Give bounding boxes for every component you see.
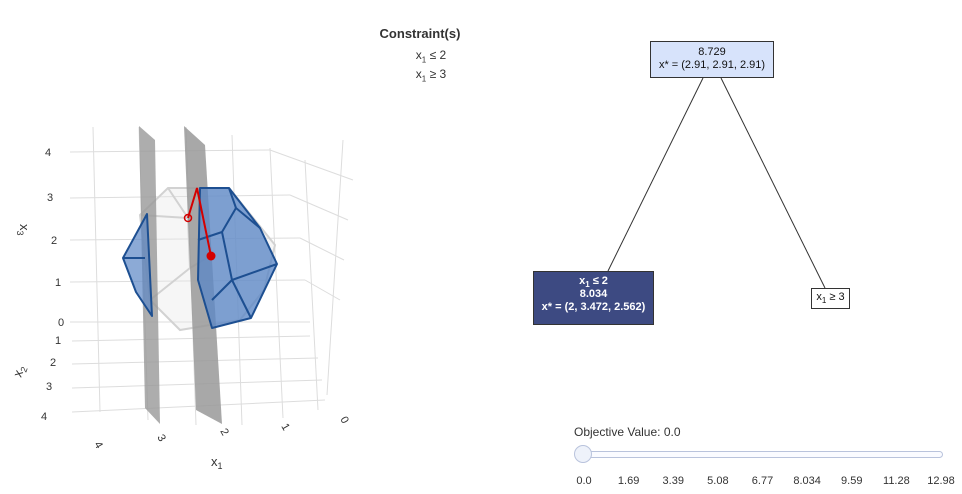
x1-tick-1: 1	[278, 422, 291, 433]
x3-tick-3: 3	[47, 192, 53, 204]
x2-axis-label: x2	[10, 363, 30, 380]
slider-tick-label: 5.08	[707, 475, 729, 487]
x2-tick-2: 2	[50, 357, 56, 369]
solution-path	[183, 187, 216, 261]
node-value: 8.034	[579, 288, 608, 300]
tree-node-root[interactable]: 8.729 x* = (2.91, 2.91, 2.91)	[650, 41, 774, 78]
tree-node-right[interactable]: x1 ≥ 3	[811, 288, 850, 309]
objective-slider-track[interactable]	[583, 451, 943, 458]
slider-tick-label: 9.59	[841, 475, 863, 487]
slider-ticks: 0.0 1.69 3.39 5.08 6.77 8.034 9.59 11.28 12.98	[0, 475, 962, 489]
slider-tick-label: 11.28	[883, 475, 910, 487]
node-solution: x* = (2, 3.472, 2.562)	[541, 301, 646, 313]
tree-edge-left	[607, 77, 704, 272]
polytope-main-piece	[197, 187, 278, 329]
slider-tick-label: 8.034	[793, 475, 821, 487]
x3-tick-2: 2	[51, 235, 57, 247]
node-constraint: x1 ≥ 3	[816, 291, 845, 306]
x3-axis-label: x3	[15, 224, 32, 236]
node-solution: x* = (2.91, 2.91, 2.91)	[658, 59, 766, 71]
x1-axis-label: x1	[211, 454, 223, 471]
constraints-panel: Constraint(s) x1 ≤ 2 x1 ≥ 3	[360, 26, 480, 84]
x1-tick-4: 4	[91, 440, 104, 451]
x1-tick-3: 3	[154, 433, 167, 444]
x2-tick-4: 4	[41, 411, 47, 423]
x3-tick-0: 0	[58, 317, 64, 329]
slider-tick-label: 12.98	[927, 475, 955, 487]
slider-tick-label: 0.0	[576, 475, 592, 487]
tree-edge-right	[720, 77, 826, 289]
x3-tick-1: 1	[55, 277, 61, 289]
node-value: 8.729	[698, 46, 726, 58]
x1-tick-2: 2	[217, 427, 230, 438]
slider-tick-label: 6.77	[751, 475, 774, 487]
node-constraint: x1 ≤ 2	[579, 275, 608, 290]
tree-node-left[interactable]: x1 ≤ 2 8.034 x* = (2, 3.472, 2.562)	[533, 271, 654, 325]
x3-tick-4: 4	[45, 147, 51, 159]
constraints-title: Constraint(s)	[379, 26, 461, 41]
constraint-row: x1 ≤ 2	[415, 48, 447, 65]
x2-tick-1: 1	[55, 335, 61, 347]
slider-tick-label: 1.69	[617, 475, 640, 487]
current-optimum-marker	[206, 251, 216, 261]
objective-value-label: Objective Value: 0.0	[574, 425, 681, 439]
objective-slider-handle[interactable]	[574, 445, 592, 463]
x2-tick-3: 3	[46, 381, 52, 393]
constraint-row: x1 ≥ 3	[415, 67, 447, 84]
relaxation-optimum-marker	[183, 213, 193, 223]
x1-tick-0: 0	[337, 415, 350, 426]
polytope-left-piece	[122, 213, 153, 317]
slider-tick-label: 3.39	[662, 475, 684, 487]
